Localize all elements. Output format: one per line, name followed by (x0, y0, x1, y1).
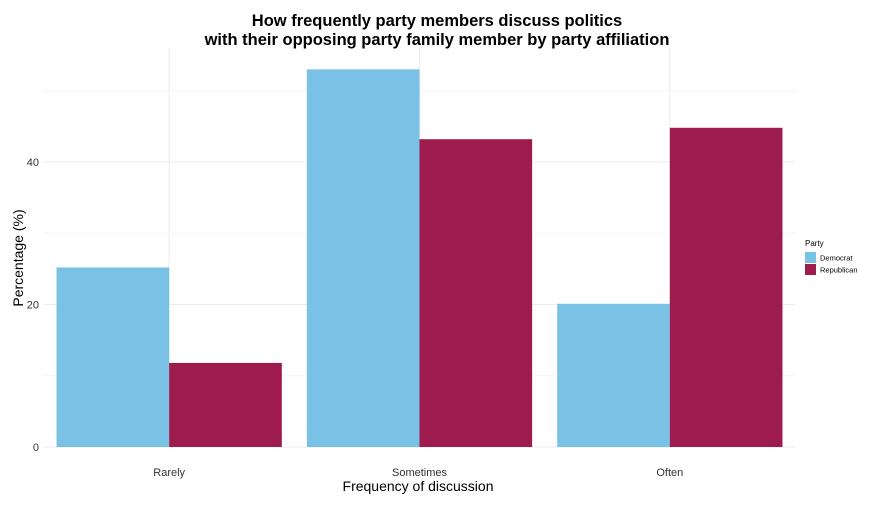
bar-democrat-rarely (56, 267, 170, 447)
x-tick-label-sometimes: Sometimes (392, 467, 448, 479)
x-tick-label-often: Often (656, 467, 683, 479)
legend-swatch-republican (805, 264, 816, 275)
y-tick-label: 0 (33, 442, 39, 454)
legend-label-republican: Republican (820, 266, 858, 275)
legend-label-democrat: Democrat (820, 254, 853, 263)
legend-title: Party (805, 239, 824, 248)
legend-swatch-democrat (805, 252, 816, 263)
y-tick-label: 40 (27, 157, 39, 169)
bar-democrat-often (557, 303, 670, 447)
y-axis-title: Percentage (%) (10, 209, 26, 306)
bar-republican-rarely (169, 362, 282, 447)
bars (56, 69, 783, 448)
y-axis-ticks: 0 20 40 (27, 157, 39, 454)
x-axis-title: Frequency of discussion (343, 478, 494, 494)
bar-democrat-sometimes (306, 69, 420, 447)
bar-republican-often (669, 127, 783, 448)
x-axis-ticks: Rarely Sometimes Often (153, 467, 683, 479)
bar-republican-sometimes (419, 139, 533, 447)
y-tick-label: 20 (27, 300, 39, 312)
chart-title-line-1: How frequently party members discuss pol… (252, 12, 622, 30)
legend: Party Democrat Republican (805, 239, 858, 275)
chart-title-line-2: with their opposing party family member … (204, 31, 670, 49)
x-tick-label-rarely: Rarely (153, 467, 185, 479)
